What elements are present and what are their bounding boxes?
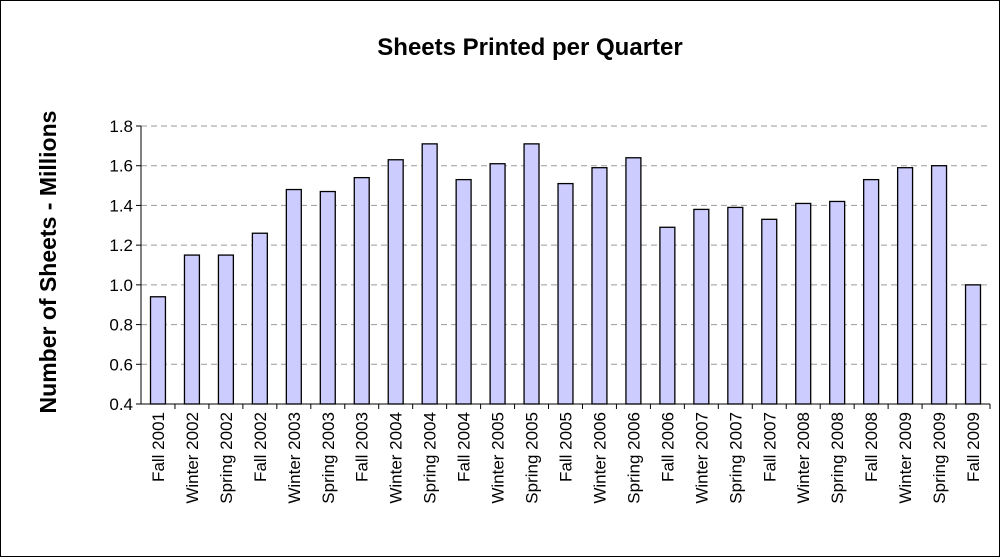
x-tick-label: Spring 2007 xyxy=(726,412,745,504)
bar xyxy=(455,178,472,405)
bar xyxy=(693,208,710,405)
axes xyxy=(136,125,991,409)
x-tick-label: Fall 2006 xyxy=(658,412,677,482)
bar xyxy=(659,226,676,405)
y-tick-label: 1.8 xyxy=(109,117,133,136)
y-axis-label: Number of Sheets - Millions xyxy=(35,111,61,414)
bar xyxy=(149,296,167,405)
bar xyxy=(217,254,235,405)
x-tick-label: Fall 2004 xyxy=(455,412,474,482)
bar xyxy=(421,143,438,405)
x-tick-label: Winter 2006 xyxy=(590,412,609,504)
x-tick-label: Fall 2008 xyxy=(862,412,881,482)
bar xyxy=(251,232,268,405)
bar xyxy=(523,143,540,405)
x-tick-label: Fall 2002 xyxy=(251,412,270,482)
y-tick-label: 1.6 xyxy=(109,157,133,176)
bar xyxy=(964,284,982,405)
y-tick-labels: 0.4 0.6 0.8 1.0 1.2 1.4 1.6 1.8 xyxy=(109,117,133,414)
y-tick-label: 0.8 xyxy=(109,316,133,335)
x-tick-label: Fall 2005 xyxy=(557,412,576,482)
bar xyxy=(829,200,846,405)
x-tick-label: Spring 2002 xyxy=(217,412,236,504)
x-tick-label: Spring 2004 xyxy=(421,412,440,504)
x-tick-label: Spring 2008 xyxy=(828,412,847,504)
bar xyxy=(387,159,404,405)
x-tick-labels: Fall 2001 Winter 2002 Spring 2002 Fall 2002… xyxy=(149,412,983,504)
bar xyxy=(863,178,880,405)
bar xyxy=(795,202,812,405)
x-tick-label: Winter 2005 xyxy=(489,412,508,504)
x-tick-label: Winter 2009 xyxy=(896,412,915,504)
bar xyxy=(557,182,574,405)
y-tick-label: 0.4 xyxy=(109,395,133,414)
x-tick-label: Winter 2003 xyxy=(285,412,304,504)
x-tick-label: Fall 2009 xyxy=(964,412,983,482)
x-tick-label: Winter 2008 xyxy=(794,412,813,504)
x-tick-label: Fall 2003 xyxy=(353,412,372,482)
y-tick-label: 1.4 xyxy=(109,196,133,215)
bar xyxy=(319,190,336,405)
bar xyxy=(285,188,302,405)
x-tick-label: Spring 2009 xyxy=(930,412,949,504)
bar xyxy=(489,163,506,405)
bar xyxy=(727,206,744,405)
x-tick-label: Fall 2007 xyxy=(760,412,779,482)
x-tick-label: Winter 2002 xyxy=(183,412,202,504)
bar xyxy=(353,176,370,405)
x-tick-label: Spring 2006 xyxy=(624,412,643,504)
bar xyxy=(930,165,948,405)
y-tick-label: 1.2 xyxy=(109,236,133,255)
bars xyxy=(149,143,982,405)
bar xyxy=(591,167,608,405)
x-tick-label: Spring 2005 xyxy=(523,412,542,504)
x-tick-label: Winter 2004 xyxy=(387,412,406,504)
bar xyxy=(625,157,642,405)
y-tick-label: 0.6 xyxy=(109,355,133,374)
bar xyxy=(183,254,201,405)
x-tick-label: Spring 2003 xyxy=(319,412,338,504)
bar xyxy=(896,167,914,405)
y-tick-label: 1.0 xyxy=(109,276,133,295)
x-tick-label: Winter 2007 xyxy=(692,412,711,504)
bar xyxy=(761,218,778,405)
x-tick-label: Fall 2001 xyxy=(149,412,168,482)
chart-title: Sheets Printed per Quarter xyxy=(377,34,682,61)
